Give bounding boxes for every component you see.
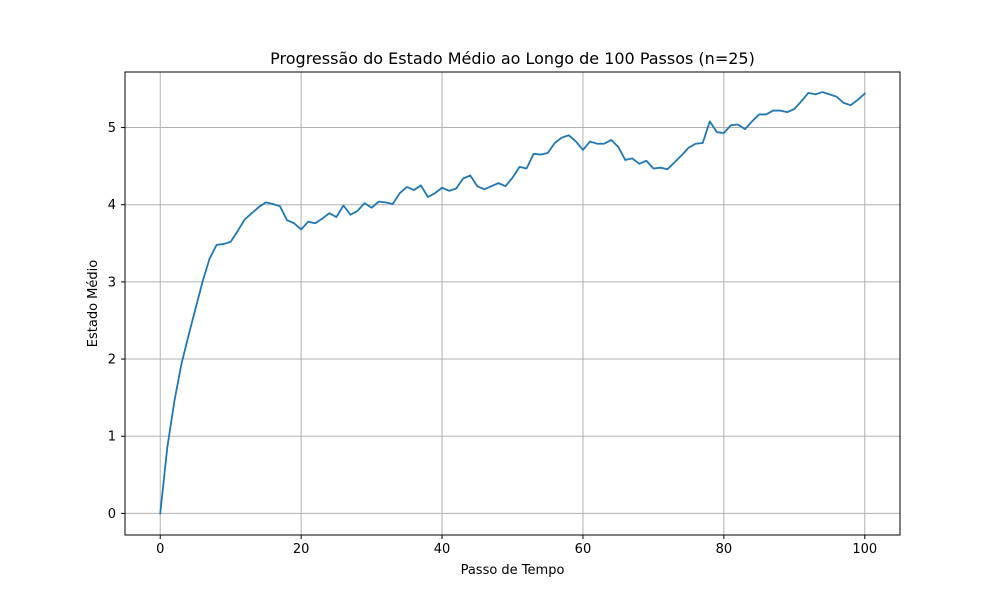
y-tick-label: 2 bbox=[108, 353, 116, 368]
x-tick-label: 100 bbox=[852, 542, 877, 557]
x-tick-label: 0 bbox=[156, 542, 164, 557]
y-tick-label: 1 bbox=[108, 430, 116, 445]
y-tick-label: 3 bbox=[108, 275, 116, 290]
plot-frame bbox=[124, 71, 901, 536]
y-tick-label: 4 bbox=[108, 198, 116, 213]
y-axis-label: Estado Médio bbox=[86, 260, 101, 347]
y-tick-label: 5 bbox=[108, 121, 116, 136]
x-tick-label: 60 bbox=[575, 542, 592, 557]
chart-title: Progressão do Estado Médio ao Longo de 1… bbox=[270, 49, 755, 68]
x-tick-label: 40 bbox=[434, 542, 451, 557]
x-axis-label: Passo de Tempo bbox=[461, 563, 565, 578]
grid-layer bbox=[125, 72, 900, 535]
y-tick-label: 0 bbox=[108, 507, 116, 522]
x-tick-label: 80 bbox=[716, 542, 733, 557]
series-line bbox=[159, 91, 867, 515]
x-tick-label: 20 bbox=[293, 542, 310, 557]
tick-layer: 0 20 40 60 80 100 0 1 2 3 4 5 bbox=[108, 121, 877, 557]
series-layer bbox=[159, 91, 867, 515]
